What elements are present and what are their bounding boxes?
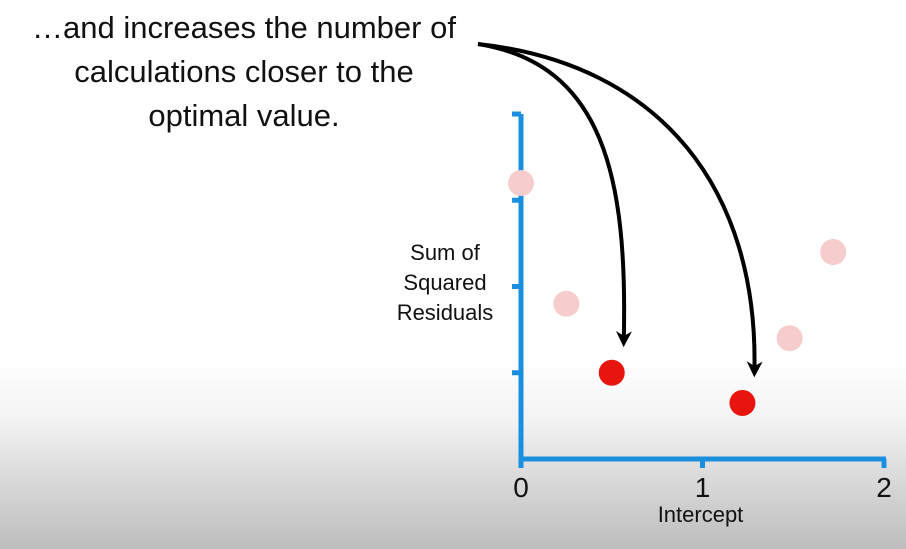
arrows (477, 42, 763, 378)
faded-point (508, 170, 534, 196)
highlight-point (598, 359, 625, 386)
annotation-line-3: optimal value. (148, 98, 340, 133)
x-tick-label: 1 (695, 472, 711, 503)
x-tick-label: 0 (513, 472, 529, 503)
y-axis-label-line-3: Residuals (396, 300, 494, 325)
data-points (508, 170, 847, 416)
faded-point (820, 239, 847, 265)
pointer-arrow (477, 42, 763, 378)
x-axis-label: Intercept (658, 502, 744, 527)
faded-point (553, 290, 580, 317)
axis-labels: 0 1 2 Intercept (513, 472, 892, 527)
faded-point (776, 325, 803, 352)
annotation-line-2: calculations closer to the (74, 54, 414, 89)
y-axis-label-line-1: Sum of (410, 240, 480, 265)
annotation-text: …and increases the number of calculation… (14, 6, 474, 138)
y-axis-label: Sum of Squared Residuals (370, 238, 520, 328)
annotation-line-1: …and increases the number of (32, 10, 456, 45)
highlight-point (729, 389, 756, 416)
x-tick-label: 2 (876, 472, 892, 503)
pointer-arrow (477, 42, 632, 348)
y-axis-label-line-2: Squared (403, 270, 487, 295)
